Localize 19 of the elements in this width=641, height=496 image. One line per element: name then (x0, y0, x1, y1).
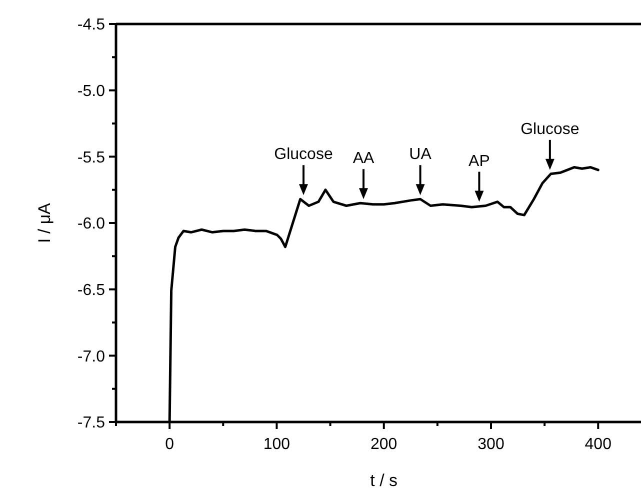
x-tick-label: 0 (165, 436, 174, 453)
x-axis-title: t / s (370, 471, 398, 490)
y-tick-label: -5.5 (77, 149, 106, 166)
annotation: AP (468, 152, 490, 170)
annotation: UA (409, 146, 432, 164)
x-tick-label: 400 (584, 436, 612, 453)
annotation: Glucose (520, 120, 580, 138)
y-tick-label: -7.0 (77, 348, 106, 366)
y-tick-label: -6.5 (77, 282, 106, 299)
x-tick-label: 300 (478, 436, 504, 453)
x-tick-label: 200 (370, 436, 398, 453)
x-tick-label: 100 (263, 436, 290, 453)
annotation: Glucose (274, 146, 333, 164)
y-tick-label: -5.0 (77, 82, 106, 100)
annotation: AA (352, 150, 374, 168)
y-axis-title: I / μA (35, 202, 54, 244)
y-tick-label: -4.5 (77, 16, 106, 34)
y-tick-label: -6.0 (77, 216, 106, 233)
y-tick-label: -7.5 (77, 414, 106, 432)
